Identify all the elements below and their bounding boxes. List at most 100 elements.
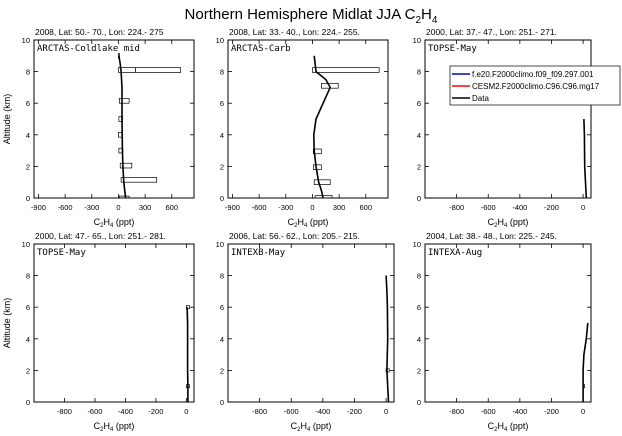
percentile-box [118, 195, 130, 199]
y-tick-label: 10 [216, 36, 224, 45]
panel-4: 2000, Lat: 47.- 65., Lon: 251.- 281. -800… [2, 231, 195, 433]
figure-title: Northern Hemisphere Midlat JJA C2H4 [185, 6, 438, 26]
y-tick-label: 8 [417, 272, 421, 281]
x-tick-label: -600 [284, 407, 299, 416]
x-tick-label: 300 [139, 203, 152, 212]
x-tick-label: -600 [58, 203, 73, 212]
y-tick-label: 8 [220, 272, 224, 281]
x-axis-label-part: C [288, 217, 295, 227]
legend: f.e20.F2000climo.f09_f09.297.001 CESM2.F2… [449, 65, 621, 106]
panels: 2008, Lat: 50.- 70., Lon: 224.- 275 -900 -… [2, 27, 592, 433]
percentile-box [313, 179, 331, 185]
legend-box [449, 65, 621, 106]
panel-header: 2000, Lat: 37.- 47., Lon: 251.- 271. [426, 27, 557, 37]
plot-frame [227, 243, 395, 403]
x-axis-label: C2H4 (ppt) [488, 421, 529, 433]
percentile-box [118, 98, 130, 104]
x-tick-label: -400 [315, 407, 330, 416]
y-tick-label: 10 [413, 36, 421, 45]
x-tick-label: -600 [481, 407, 496, 416]
x-tick-label: -300 [84, 203, 99, 212]
data-series-line [312, 55, 332, 199]
x-tick-label: -800 [252, 407, 267, 416]
x-axis-label: C2H4 (ppt) [488, 217, 529, 229]
y-tick-label: 6 [220, 303, 224, 312]
x-axis-label-part: C [291, 421, 298, 431]
panel-6: 2004, Lat: 38.- 48., Lon: 225.- 245. -800… [413, 231, 592, 433]
x-axis-label-part: C [488, 421, 495, 431]
x-tick-label: 0 [581, 203, 585, 212]
y-tick-label: 8 [26, 272, 30, 281]
y-tick-label: 4 [26, 131, 30, 140]
campaign-label: TOPSE-May [37, 248, 86, 258]
panel-header: 2008, Lat: 33.- 40., Lon: 224.- 255. [229, 27, 360, 37]
x-tick-label: 300 [333, 203, 346, 212]
y-tick-label: 10 [413, 240, 421, 249]
campaign-label: ARCTAS-Coldlake mid [37, 44, 140, 54]
panel-2: 2008, Lat: 33.- 40., Lon: 224.- 255. -900… [216, 27, 389, 229]
y-tick-label: 0 [220, 194, 224, 203]
y-tick-label: 6 [417, 303, 421, 312]
x-tick-label: 0 [116, 203, 120, 212]
y-tick-label: 8 [417, 68, 421, 77]
y-tick-label: 0 [220, 398, 224, 407]
campaign-label: TOPSE-May [428, 44, 477, 54]
x-tick-label: -600 [87, 407, 102, 416]
legend-entry-label: f.e20.F2000climo.f09_f09.297.001 [472, 70, 594, 79]
percentile-box [120, 177, 158, 183]
y-tick-label: 8 [26, 68, 30, 77]
percentile-box [314, 195, 333, 199]
figure-title-main: Northern Hemisphere Midlat JJA C [185, 6, 416, 23]
plot-frame [424, 243, 592, 403]
x-tick-label: -300 [278, 203, 293, 212]
legend-entry-label: Data [472, 94, 489, 103]
y-tick-label: 6 [417, 99, 421, 108]
percentile-box [312, 67, 380, 73]
x-tick-label: -600 [252, 203, 267, 212]
percentile-box [119, 162, 133, 169]
percentile-box [312, 164, 322, 170]
y-tick-label: 10 [22, 36, 30, 45]
data-series-line [582, 322, 589, 402]
x-axis-label: C2H4 (ppt) [291, 421, 332, 433]
x-tick-label: 0 [384, 407, 388, 416]
panel-header: 2004, Lat: 38.- 48., Lon: 225.- 245. [426, 231, 557, 241]
plot-frame [33, 39, 195, 199]
x-tick-label: 0 [184, 407, 188, 416]
y-tick-label: 6 [26, 99, 30, 108]
y-tick-label: 10 [216, 240, 224, 249]
y-tick-label: 4 [220, 335, 224, 344]
x-tick-label: 600 [166, 203, 179, 212]
campaign-label: ARCTAS-Carb [231, 44, 291, 54]
panel-1: 2008, Lat: 50.- 70., Lon: 224.- 275 -900 -… [2, 27, 195, 229]
y-tick-label: 2 [26, 366, 30, 375]
data-series-line [385, 275, 390, 403]
x-axis-label-part: C [94, 421, 101, 431]
y-tick-label: 6 [220, 99, 224, 108]
plot-frame [227, 39, 389, 199]
y-tick-label: 6 [26, 303, 30, 312]
x-tick-label: -400 [512, 203, 527, 212]
plot-frame [424, 39, 592, 199]
y-axis-label: Altitude (km) [2, 94, 12, 145]
y-tick-label: 4 [417, 335, 421, 344]
x-tick-label: -400 [118, 407, 133, 416]
x-tick-label: -600 [481, 203, 496, 212]
panel-5: 2006, Lat: 56.- 62., Lon: 205.- 215. -800… [216, 231, 395, 433]
x-tick-label: -200 [544, 407, 559, 416]
y-tick-label: 2 [220, 366, 224, 375]
y-tick-label: 2 [417, 366, 421, 375]
figure-title-sub: 2 [415, 15, 421, 26]
y-tick-label: 0 [417, 398, 421, 407]
y-tick-label: 4 [417, 131, 421, 140]
x-tick-label: -200 [347, 407, 362, 416]
x-axis-label-part: C [488, 217, 495, 227]
legend-entry-label: CESM2.F2000climo.C96.C96.mg17 [472, 82, 600, 91]
data-series-line [118, 55, 127, 199]
x-tick-label: 0 [310, 203, 314, 212]
y-axis-label: Altitude (km) [2, 298, 12, 349]
y-tick-label: 2 [220, 162, 224, 171]
x-tick-label: -200 [148, 407, 163, 416]
x-tick-label: 600 [360, 203, 373, 212]
x-tick-label: -800 [57, 407, 72, 416]
